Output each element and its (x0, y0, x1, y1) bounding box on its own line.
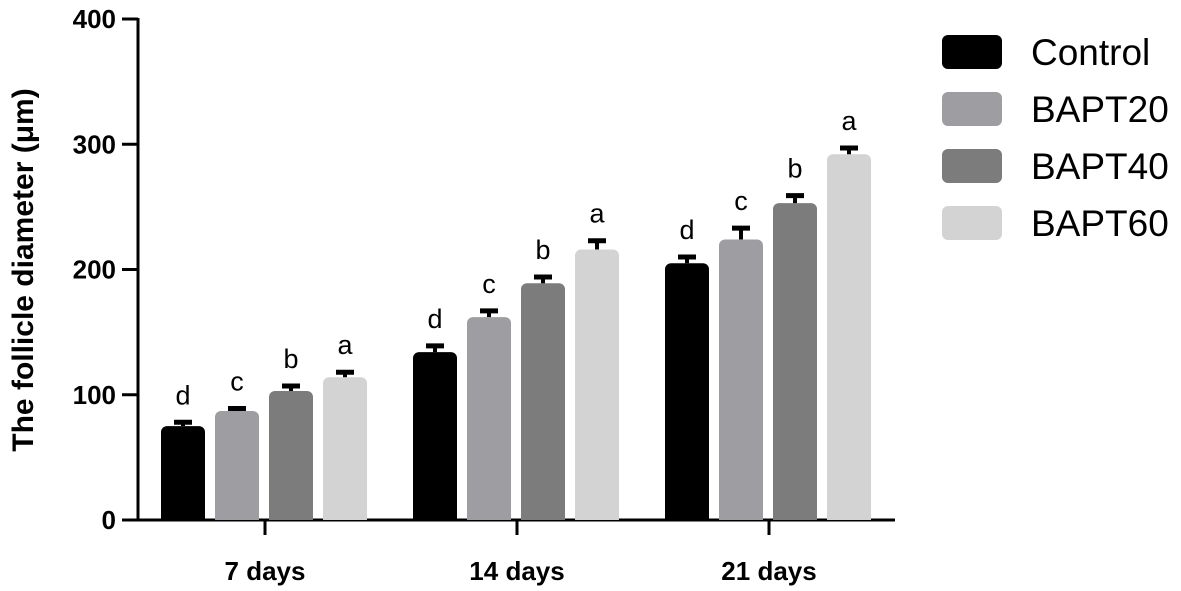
legend-label-bapt60: BAPT60 (1031, 203, 1169, 244)
legend: Control BAPT20 BAPT40 BAPT60 (942, 32, 1169, 244)
x-tick-label: 14 days (469, 556, 564, 586)
bar-base (413, 510, 457, 520)
labels: The follicle diameter (μm) 7 days d c b a 14 d… (7, 88, 857, 586)
significance-letter: d (427, 304, 442, 334)
bars (161, 145, 871, 520)
bar-base (665, 510, 709, 520)
bar-bapt40-14-days (521, 283, 565, 520)
bar-base (719, 510, 763, 520)
bar-control-21-days (665, 263, 709, 520)
bar-bapt40-21-days (773, 203, 817, 520)
bar-control-7-days (161, 426, 205, 520)
bar-base (269, 510, 313, 520)
bar-bapt40-7-days (269, 390, 313, 520)
bar-bapt20-21-days (719, 239, 763, 520)
bar-bapt60-7-days (323, 377, 367, 520)
bar-control-14-days (413, 352, 457, 520)
significance-letter: c (230, 367, 244, 397)
significance-letter: b (535, 235, 550, 265)
significance-letter: c (482, 269, 496, 299)
legend-swatch-bapt20 (942, 92, 1002, 126)
legend-swatch-control (942, 35, 1002, 69)
legend-label-control: Control (1031, 32, 1150, 73)
y-axis-title: The follicle diameter (μm) (7, 88, 40, 451)
y-tick-label: 200 (73, 255, 116, 285)
significance-letter: d (175, 380, 190, 410)
bar-base (467, 510, 511, 520)
bar-base (773, 510, 817, 520)
bar-base (215, 510, 259, 520)
axes: 0 100 200 300 400 (73, 4, 895, 535)
legend-label-bapt20: BAPT20 (1031, 89, 1169, 130)
legend-label-bapt40: BAPT40 (1031, 146, 1169, 187)
bar-bapt20-7-days (215, 411, 259, 520)
bar-base (161, 510, 205, 520)
bar-bapt60-21-days (827, 154, 871, 520)
y-tick-label: 400 (73, 4, 116, 34)
y-tick-label: 300 (73, 129, 116, 159)
y-tick-label: 0 (102, 505, 116, 535)
legend-swatch-bapt40 (942, 149, 1002, 183)
x-tick-label: 7 days (225, 556, 306, 586)
bar-base (575, 510, 619, 520)
bar-base (827, 510, 871, 520)
y-tick-label: 100 (73, 380, 116, 410)
bar-bapt20-14-days (467, 317, 511, 520)
bar-bapt60-14-days (575, 249, 619, 520)
significance-letter: a (589, 199, 605, 229)
significance-letter: b (283, 344, 298, 374)
significance-letter: d (679, 215, 694, 245)
legend-swatch-bapt60 (942, 206, 1002, 240)
significance-letter: c (734, 186, 748, 216)
significance-letter: a (841, 106, 857, 136)
x-tick-label: 21 days (721, 556, 816, 586)
significance-letter: a (337, 330, 353, 360)
bar-base (323, 510, 367, 520)
bar-base (521, 510, 565, 520)
significance-letter: b (787, 154, 802, 184)
